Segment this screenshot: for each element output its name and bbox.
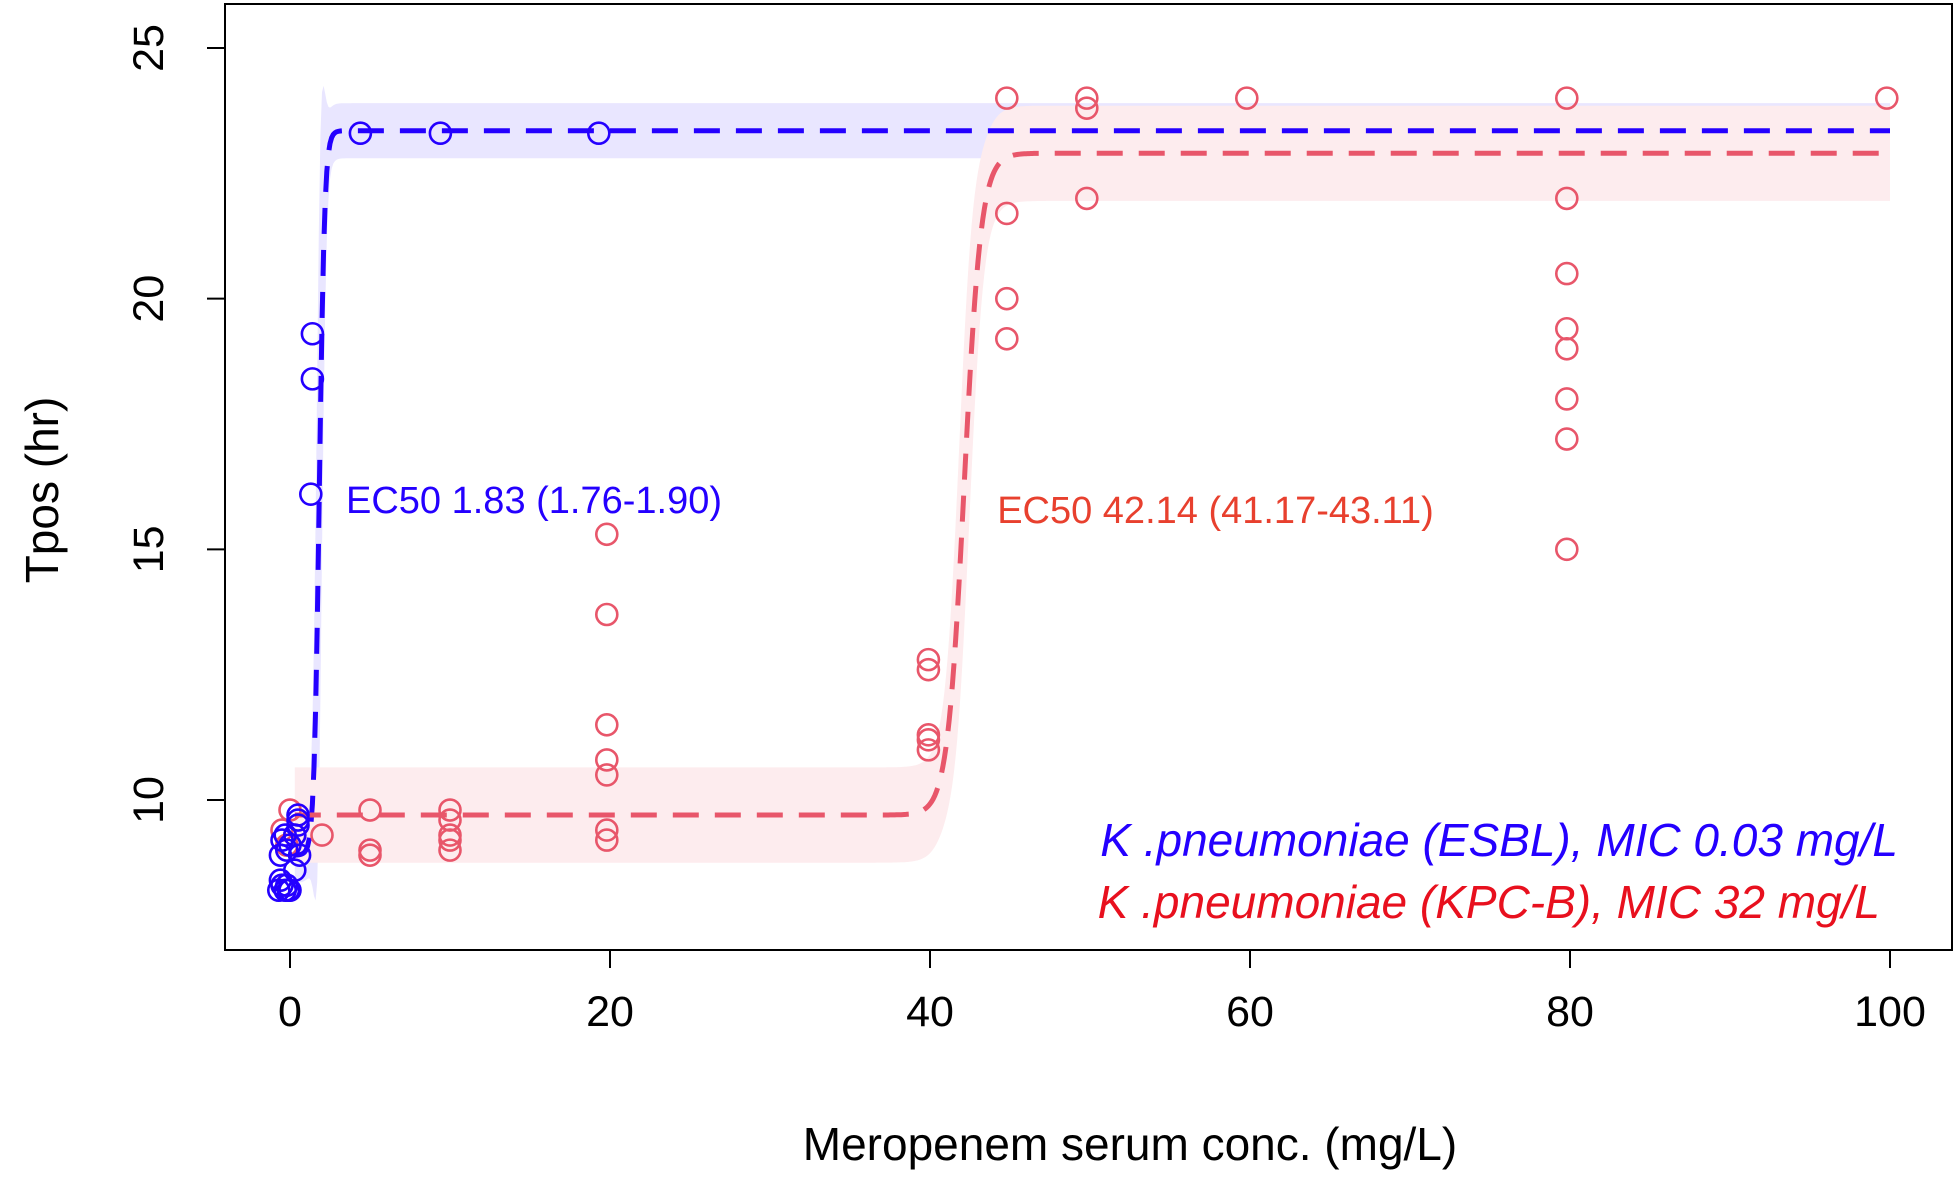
data-point-0 bbox=[274, 873, 299, 898]
data-point-1 bbox=[916, 657, 941, 682]
data-point-1 bbox=[1075, 186, 1099, 211]
data-point-1 bbox=[1875, 86, 1899, 110]
data-point-1 bbox=[358, 798, 382, 822]
data-point-1 bbox=[1555, 387, 1579, 411]
data-point-1 bbox=[994, 326, 1019, 351]
x-axis-title: Meropenem serum conc. (mg/L) bbox=[803, 1118, 1457, 1170]
data-point-0 bbox=[428, 121, 453, 146]
data-points bbox=[266, 86, 1899, 903]
data-point-1 bbox=[438, 828, 462, 852]
data-point-1 bbox=[1555, 186, 1579, 211]
data-point-0 bbox=[287, 843, 312, 867]
data-point-1 bbox=[594, 712, 619, 737]
fit-curves bbox=[294, 128, 1890, 858]
data-point-1 bbox=[994, 286, 1019, 311]
fit-curve-0 bbox=[294, 128, 1890, 858]
ec50-annotation-kpc: EC50 42.14 (41.17-43.11) bbox=[997, 490, 1434, 532]
data-point-1 bbox=[594, 763, 619, 787]
y-tick-label: 10 bbox=[125, 776, 173, 824]
fit-curve-1 bbox=[294, 150, 1890, 818]
ec50-annotation-esbl: EC50 1.83 (1.76-1.90) bbox=[346, 480, 722, 522]
data-point-1 bbox=[916, 728, 941, 752]
data-point-1 bbox=[1555, 261, 1579, 286]
data-point-1 bbox=[594, 828, 619, 852]
x-tick-label: 40 bbox=[906, 988, 954, 1036]
data-point-1 bbox=[594, 522, 619, 547]
data-point-1 bbox=[594, 748, 619, 772]
x-tick-label: 0 bbox=[278, 988, 302, 1036]
data-point-0 bbox=[300, 367, 325, 391]
data-point-0 bbox=[348, 121, 373, 146]
x-tick-label: 100 bbox=[1854, 988, 1926, 1036]
data-point-0 bbox=[274, 838, 299, 862]
data-point-0 bbox=[586, 121, 611, 146]
y-axis-title: Tpos (hr) bbox=[16, 397, 68, 584]
data-point-1 bbox=[916, 738, 941, 762]
data-point-1 bbox=[1075, 86, 1099, 110]
legend-entry-esbl: K .pneumoniae (ESBL), MIC 0.03 mg/L bbox=[1100, 814, 1898, 866]
data-point-1 bbox=[594, 602, 619, 627]
x-tick-label: 60 bbox=[1226, 988, 1274, 1036]
y-tick-label: 20 bbox=[125, 275, 173, 323]
data-point-1 bbox=[994, 201, 1019, 226]
x-axis: 0 20 40 60 80 100 bbox=[278, 949, 1926, 1036]
confidence-bands bbox=[294, 85, 1890, 901]
x-tick-label: 20 bbox=[586, 988, 634, 1036]
x-tick-label: 80 bbox=[1546, 988, 1594, 1036]
confidence-band-1 bbox=[294, 105, 1890, 863]
data-point-1 bbox=[438, 798, 462, 822]
data-point-0 bbox=[286, 803, 310, 827]
data-point-1 bbox=[916, 647, 941, 672]
data-point-1 bbox=[1555, 86, 1579, 110]
y-tick-label: 25 bbox=[125, 24, 173, 72]
y-tick-label: 15 bbox=[125, 525, 173, 573]
data-point-0 bbox=[300, 321, 325, 346]
data-point-1 bbox=[438, 838, 462, 862]
y-axis: 10 15 20 25 bbox=[125, 24, 226, 824]
data-point-1 bbox=[358, 843, 382, 867]
data-point-1 bbox=[1235, 86, 1259, 110]
legend-entry-kpc: K .pneumoniae (KPC-B), MIC 32 mg/L bbox=[1098, 876, 1880, 928]
data-point-1 bbox=[594, 818, 619, 842]
data-point-1 bbox=[1075, 96, 1099, 120]
data-point-1 bbox=[310, 823, 334, 847]
data-point-1 bbox=[994, 86, 1019, 110]
data-point-0 bbox=[282, 858, 307, 882]
data-point-1 bbox=[1555, 537, 1579, 562]
data-point-0 bbox=[298, 482, 323, 506]
data-point-1 bbox=[1555, 316, 1579, 341]
data-point-1 bbox=[1555, 427, 1579, 451]
data-point-1 bbox=[1555, 336, 1579, 361]
